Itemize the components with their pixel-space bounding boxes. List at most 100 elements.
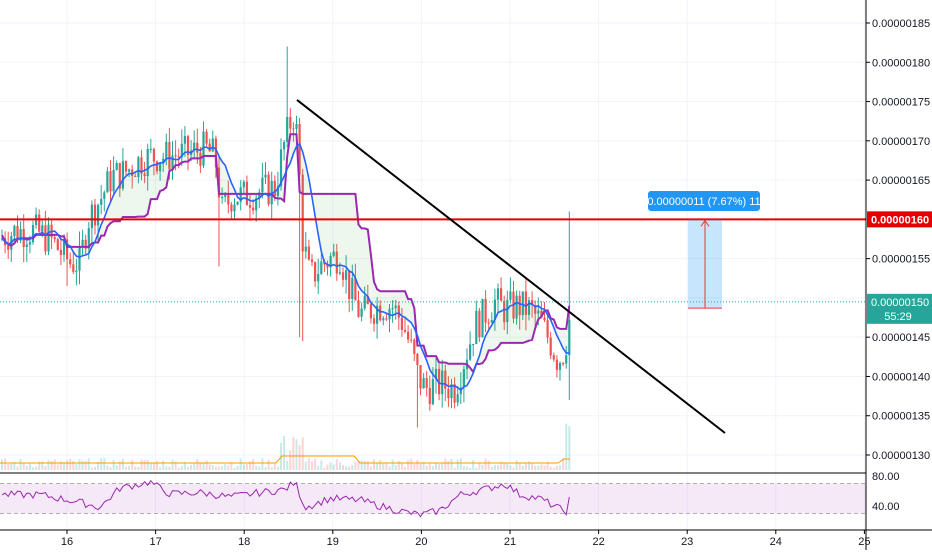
volume-bar xyxy=(385,462,388,470)
candle-body xyxy=(13,225,16,237)
volume-bar xyxy=(435,463,437,470)
candle-body xyxy=(227,194,230,205)
candle-body xyxy=(531,300,534,305)
candle-body xyxy=(341,272,345,280)
volume-bar xyxy=(180,465,183,470)
candle-body xyxy=(59,249,62,255)
drawings[interactable]: 0.00000011 (7.67%) 11 xyxy=(0,99,866,434)
candle-body xyxy=(25,244,28,248)
candle-body xyxy=(478,310,481,338)
volume-bar xyxy=(22,462,25,470)
candle-body xyxy=(422,377,425,389)
candle-body xyxy=(56,239,59,250)
volume-bar xyxy=(100,458,103,470)
candle-body xyxy=(391,308,394,310)
volume-bar xyxy=(422,461,425,470)
volume-bar xyxy=(298,445,301,470)
candle-body xyxy=(128,169,131,172)
volume-bar xyxy=(546,461,549,470)
volume-bar xyxy=(481,465,484,470)
time-tick-label: 18 xyxy=(238,536,250,548)
candle-body xyxy=(28,242,31,245)
volume-bar xyxy=(112,460,115,470)
volume-bar xyxy=(183,461,186,470)
volume-bar xyxy=(490,467,493,470)
candle-body xyxy=(534,304,537,314)
volume-bar xyxy=(462,466,465,470)
resistance-price-label: 0.00000160 xyxy=(871,214,929,226)
candle-body xyxy=(562,363,565,365)
volume-bar xyxy=(211,465,214,470)
volume-bar xyxy=(137,466,140,470)
candle-body xyxy=(521,291,524,316)
volume-bar xyxy=(428,463,431,470)
candle-body xyxy=(208,143,211,152)
volume-bar xyxy=(369,466,372,470)
candle-body xyxy=(332,251,335,256)
volume-bar xyxy=(425,465,428,470)
time-tick-label: 19 xyxy=(327,536,339,548)
volume-bar xyxy=(478,463,481,470)
candle-body xyxy=(41,225,44,232)
volume-bar xyxy=(431,466,434,470)
volume-bar xyxy=(97,461,100,470)
candle-body xyxy=(509,291,512,300)
candle-body xyxy=(106,171,109,193)
volume-bar xyxy=(382,463,385,470)
volume-bar xyxy=(28,463,31,470)
volume-bar xyxy=(193,463,196,470)
candle-body xyxy=(372,318,376,324)
measure-arrowhead xyxy=(700,219,710,227)
volume-bar xyxy=(357,460,360,470)
candle-body xyxy=(109,171,112,192)
volume-bar xyxy=(1,459,3,470)
candle-body xyxy=(351,277,354,299)
candle-body xyxy=(503,300,506,323)
candle-body xyxy=(345,270,348,280)
volume-bar xyxy=(515,460,518,470)
candle-body xyxy=(524,291,527,315)
candle-body xyxy=(84,239,87,249)
volume-bar xyxy=(447,460,450,470)
rsi-pane xyxy=(0,472,866,518)
time-tick-label: 20 xyxy=(415,536,427,548)
candle-body xyxy=(124,161,128,172)
candle-body xyxy=(242,181,245,188)
volume-bar xyxy=(323,467,326,470)
candle-body xyxy=(159,163,162,172)
volume-bar xyxy=(264,467,267,470)
volume-bar xyxy=(249,461,251,470)
volume-bar xyxy=(159,467,162,470)
volume-bar xyxy=(391,459,394,470)
volume-bar xyxy=(41,461,44,470)
candle-body xyxy=(205,131,208,144)
volume-ma-line xyxy=(0,455,570,464)
volume-bar xyxy=(438,463,441,470)
volume-bar xyxy=(245,463,248,470)
volume-bar xyxy=(69,458,72,470)
volume-bar xyxy=(165,466,168,470)
volume-bar xyxy=(218,466,220,470)
rsi-tick-label: 40.00 xyxy=(872,501,900,513)
volume-bar xyxy=(149,463,152,470)
candle-body xyxy=(53,237,56,240)
candle-body xyxy=(183,136,186,144)
price-tick-label: 0.00000145 xyxy=(872,332,930,344)
candle-body xyxy=(314,262,317,282)
volume-bar xyxy=(363,460,366,470)
candle-body xyxy=(149,148,152,150)
candle-body xyxy=(301,174,304,252)
volume-bar xyxy=(311,461,313,470)
candle-body xyxy=(100,198,103,205)
candle-body xyxy=(19,229,22,241)
volume-bar xyxy=(72,460,75,470)
volume-bar xyxy=(4,458,7,470)
candle-body xyxy=(78,246,81,271)
candle-body xyxy=(252,207,255,211)
volume-bar xyxy=(540,464,543,470)
candle-body xyxy=(379,305,382,321)
candle-body xyxy=(363,295,366,309)
volume-bar xyxy=(450,458,453,470)
